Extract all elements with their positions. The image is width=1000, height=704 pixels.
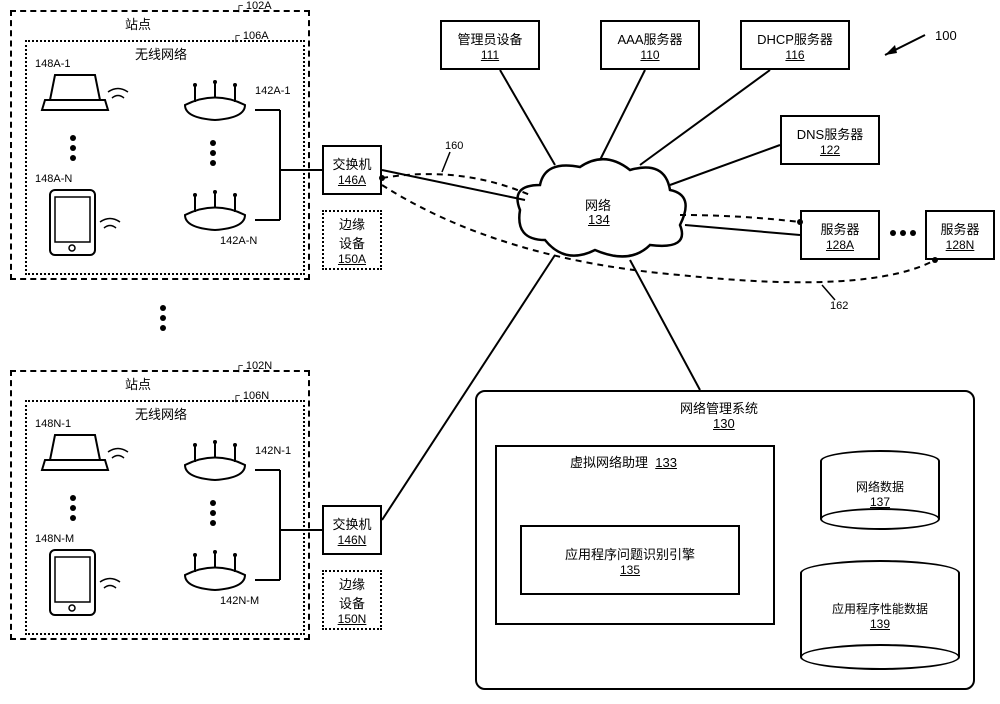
engine-box: 应用程序问题识别引擎 135 xyxy=(520,525,740,595)
laptop-icon xyxy=(40,70,110,120)
router-nm-ref: 142N-M xyxy=(220,595,259,607)
edge-n-id: 150N xyxy=(338,612,367,626)
edge-n-label: 边缘 设备 xyxy=(339,574,365,612)
devices-n-dots xyxy=(70,495,76,521)
router-an-ref: 142A-N xyxy=(220,235,257,247)
switch-n: 交换机 146N xyxy=(322,505,382,555)
server-128n-label: 服务器 xyxy=(940,219,979,238)
server-128a-label: 服务器 xyxy=(820,219,859,238)
admin-device: 管理员设备111 xyxy=(440,20,540,70)
dhcp-server-label: DHCP服务器 xyxy=(757,29,833,48)
routers-n-dots xyxy=(210,500,216,526)
dhcp-server-id: 116 xyxy=(785,48,804,62)
server-128a: 服务器128A xyxy=(800,210,880,260)
nms-label: 网络管理系统 xyxy=(680,398,758,417)
engine-id: 135 xyxy=(620,563,640,577)
edge-a: 边缘 设备 150A xyxy=(322,210,382,270)
router-icon xyxy=(175,550,255,595)
devices-a-dots xyxy=(70,135,76,161)
dns-server: DNS服务器122 xyxy=(780,115,880,165)
site-n-ref: ┌ 102N xyxy=(235,360,272,372)
admin-device-label: 管理员设备 xyxy=(457,29,522,48)
router-icon xyxy=(175,440,255,485)
edge-a-label: 边缘 设备 xyxy=(339,214,365,252)
aaa-server-id: 110 xyxy=(640,48,659,62)
edge-n: 边缘 设备 150N xyxy=(322,570,382,630)
cloud-id: 134 xyxy=(588,212,610,227)
figure-ref-arrow xyxy=(875,30,935,60)
edge-a-id: 150A xyxy=(338,252,366,266)
site-n-wlan-ref: ┌ 106N xyxy=(232,390,269,402)
site-n-wlan-title: 无线网络 xyxy=(135,404,187,423)
laptop-n-ref: 148N-1 xyxy=(35,418,71,430)
tablet-n-ref: 148N-M xyxy=(35,533,74,545)
db-network-data: 网络数据137 xyxy=(820,450,940,530)
switch-n-label: 交换机 xyxy=(332,514,371,533)
router-icon xyxy=(175,80,255,125)
site-a-ref: ┌ 102A xyxy=(235,0,272,12)
router-icon xyxy=(175,190,255,235)
dns-server-label: DNS服务器 xyxy=(797,124,863,143)
db-app-perf-data: 应用程序性能数据139 xyxy=(800,560,960,670)
sites-dots xyxy=(160,305,166,331)
switch-a: 交换机 146A xyxy=(322,145,382,195)
admin-device-id: 111 xyxy=(481,48,499,62)
servers-dots xyxy=(890,230,916,236)
switch-a-label: 交换机 xyxy=(332,154,371,173)
laptop-a-ref: 148A-1 xyxy=(35,58,70,70)
dhcp-server: DHCP服务器116 xyxy=(740,20,850,70)
aaa-server: AAA服务器110 xyxy=(600,20,700,70)
dns-server-id: 122 xyxy=(820,143,840,157)
site-a-wlan-title: 无线网络 xyxy=(135,44,187,63)
site-a-wlan-ref: ┌ 106A xyxy=(232,30,269,42)
router-a1-ref: 142A-1 xyxy=(255,85,290,97)
server-128n-id: 128N xyxy=(946,238,975,252)
figure-ref: 100 xyxy=(935,28,957,43)
path-160-ref: 160 xyxy=(445,140,463,152)
switch-n-id: 146N xyxy=(338,533,367,547)
path-162-ref: 162 xyxy=(830,300,848,312)
server-128n: 服务器128N xyxy=(925,210,995,260)
routers-a-dots xyxy=(210,140,216,166)
tablet-icon xyxy=(45,545,100,620)
aaa-server-label: AAA服务器 xyxy=(617,29,682,48)
laptop-icon xyxy=(40,430,110,480)
site-a-title: 站点 xyxy=(125,14,151,33)
server-128a-id: 128A xyxy=(826,238,854,252)
tablet-icon xyxy=(45,185,100,260)
tablet-a-ref: 148A-N xyxy=(35,173,72,185)
engine-label: 应用程序问题识别引擎 xyxy=(565,544,695,563)
switch-a-id: 146A xyxy=(338,173,366,187)
site-n-title: 站点 xyxy=(125,374,151,393)
router-n1-ref: 142N-1 xyxy=(255,445,291,457)
nms-id: 130 xyxy=(713,416,735,431)
vna-label: 虚拟网络助理 133 xyxy=(570,452,677,471)
